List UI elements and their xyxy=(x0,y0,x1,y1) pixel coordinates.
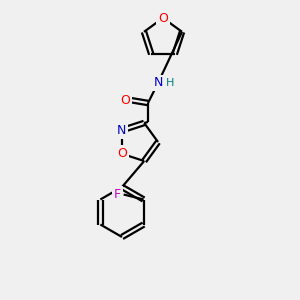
Text: H: H xyxy=(166,78,174,88)
Text: O: O xyxy=(158,11,168,25)
Text: O: O xyxy=(120,94,130,106)
Text: F: F xyxy=(114,188,121,201)
Text: O: O xyxy=(117,147,127,160)
Text: N: N xyxy=(117,124,127,137)
Text: N: N xyxy=(153,76,163,89)
